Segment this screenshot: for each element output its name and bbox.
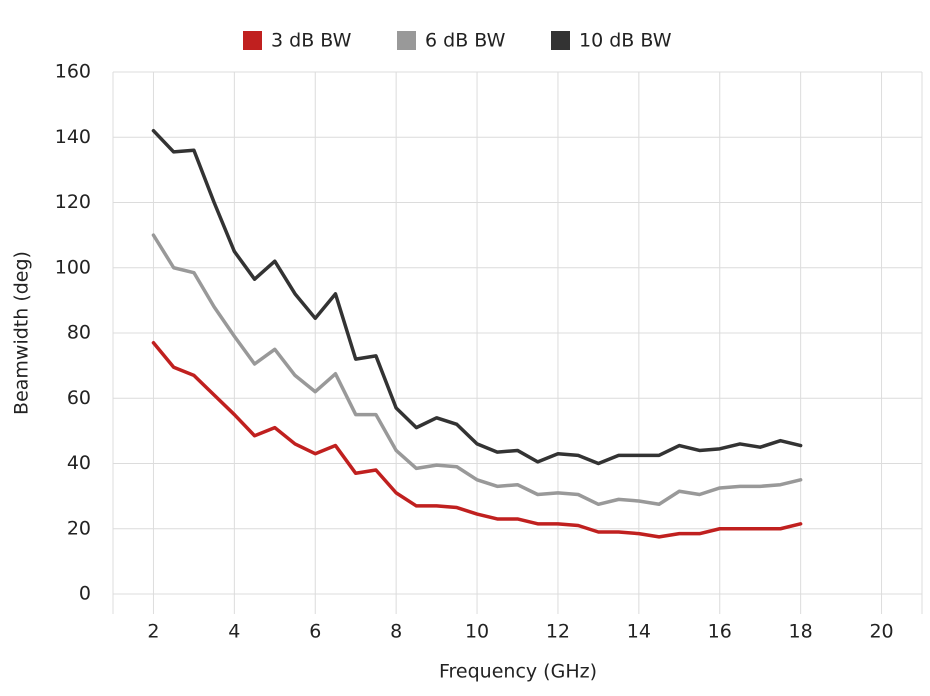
x-tick-label: 14 bbox=[627, 621, 651, 643]
series-line bbox=[151, 128, 803, 466]
y-axis-label: Beamwidth (deg) bbox=[11, 251, 33, 415]
y-tick-label: 40 bbox=[67, 452, 91, 474]
x-tick-label: 20 bbox=[869, 621, 893, 643]
x-axis-label: Frequency (GHz) bbox=[439, 661, 597, 683]
x-tick-label: 2 bbox=[147, 621, 159, 643]
x-tick-label: 18 bbox=[789, 621, 813, 643]
y-tick-label: 160 bbox=[55, 61, 91, 83]
x-tick-label: 6 bbox=[309, 621, 321, 643]
x-tick-label: 8 bbox=[390, 621, 402, 643]
legend-label: 3 dB BW bbox=[271, 30, 352, 52]
y-tick-label: 80 bbox=[67, 322, 91, 344]
legend-swatch bbox=[243, 31, 262, 50]
x-tick-label: 12 bbox=[546, 621, 570, 643]
legend-swatch bbox=[551, 31, 570, 50]
series-line bbox=[151, 233, 803, 507]
legend-swatch bbox=[397, 31, 416, 50]
x-tick-label: 10 bbox=[465, 621, 489, 643]
legend-label: 6 dB BW bbox=[425, 30, 506, 52]
y-tick-label: 0 bbox=[79, 583, 91, 605]
x-tick-label: 16 bbox=[708, 621, 732, 643]
y-tick-label: 140 bbox=[55, 126, 91, 148]
series-line bbox=[151, 341, 803, 539]
legend-label: 10 dB BW bbox=[579, 30, 672, 52]
y-tick-label: 60 bbox=[67, 387, 91, 409]
x-tick-label: 4 bbox=[228, 621, 240, 643]
y-tick-label: 120 bbox=[55, 191, 91, 213]
y-tick-label: 100 bbox=[55, 256, 91, 278]
y-tick-label: 20 bbox=[67, 517, 91, 539]
